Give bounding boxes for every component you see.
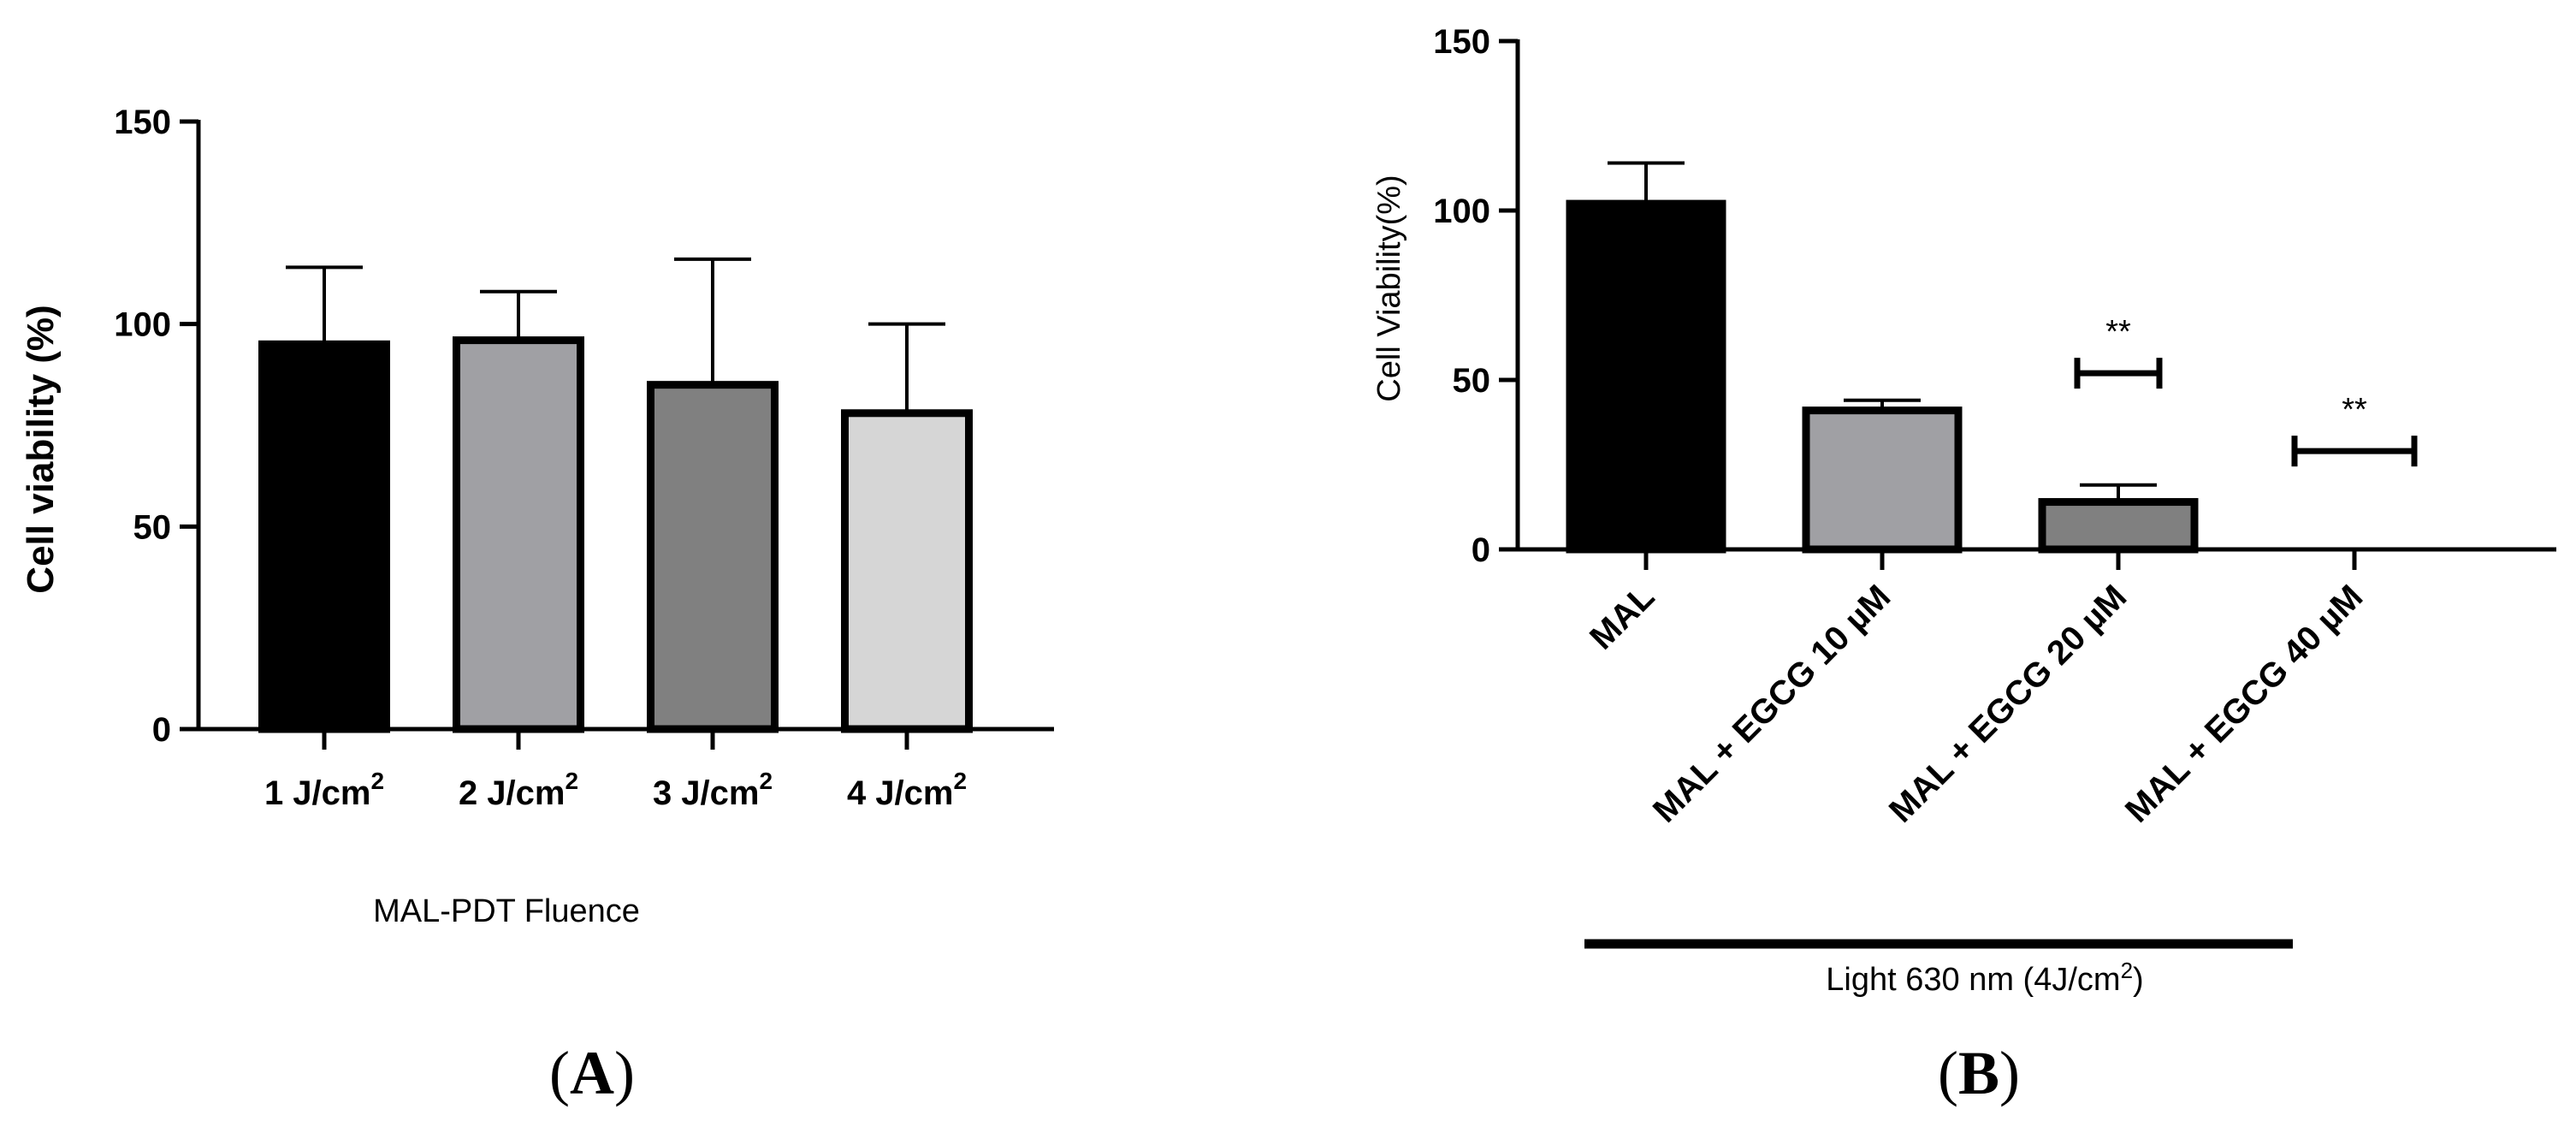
y-tick-label: 0 [152,711,171,749]
y-tick-label: 50 [1453,362,1491,400]
bar [841,409,973,733]
bar [2038,498,2199,554]
x-tick-label: 4 J/cm2 [847,768,967,812]
bar [647,381,779,733]
panel-a-chart: Cell viability (%) MAL-PDT Fluence 0 50 10… [20,104,1054,1107]
x-tick-label: MAL + EGCG 10 µM [1646,578,1898,829]
panel-label-a: (A) [549,1039,635,1107]
y-tick-label: 150 [114,104,171,141]
y-tick-label: 100 [114,306,171,344]
bar [453,336,584,733]
light-bracket-label: Light 630 nm (4J/cm2) [1826,958,2143,998]
bar [1802,406,1963,554]
y-tick-label: 150 [1433,23,1490,61]
y-axis-title: Cell viability (%) [20,305,62,593]
x-tick-label: MAL [1583,578,1661,656]
y-tick-label: 0 [1472,531,1490,569]
x-tick-label: MAL + EGCG 20 µM [1882,578,2134,829]
bar [1566,199,1726,554]
significance-label: ** [2342,392,2367,428]
panel-label-b: (B) [1938,1039,2020,1107]
bar [258,340,390,733]
x-tick-label: 1 J/cm2 [264,768,384,812]
significance-label: ** [2105,314,2131,350]
x-tick-label: 3 J/cm2 [653,768,773,812]
y-tick-label: 100 [1433,193,1490,230]
x-axis-title: MAL-PDT Fluence [373,893,640,929]
y-tick-label: 50 [133,508,172,546]
y-axis-title: Cell Viability(%) [1371,175,1407,401]
x-tick-label: MAL + EGCG 40 µM [2118,578,2370,829]
x-tick-label: 2 J/cm2 [459,768,578,812]
